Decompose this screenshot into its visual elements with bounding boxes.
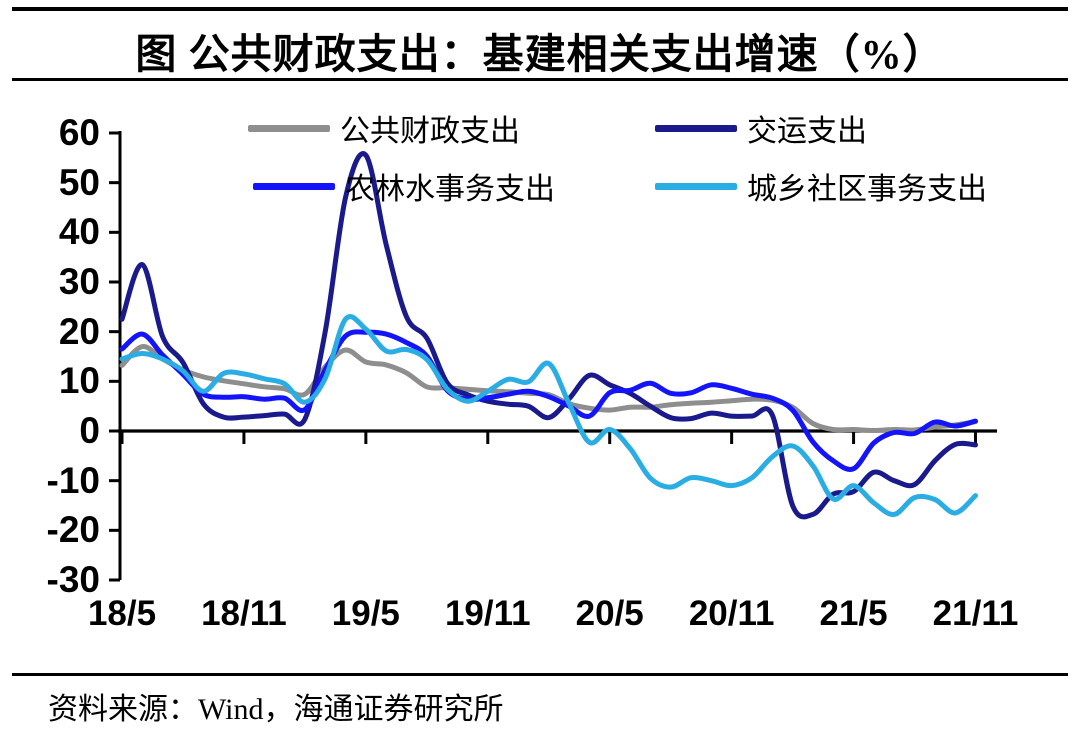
x-axis-tick-label: 19/5 xyxy=(331,594,400,633)
y-axis-tick-label: 0 xyxy=(79,410,100,451)
x-axis-tick-label: 18/11 xyxy=(201,594,287,633)
legend-label: 公共财政支出 xyxy=(340,115,520,148)
x-axis-tick-label: 20/5 xyxy=(575,594,644,633)
y-axis-tick-label: -20 xyxy=(46,509,100,551)
chart-title: 图 公共财政支出：基建相关支出增速（%） xyxy=(135,31,945,77)
y-axis-tick-label: 60 xyxy=(58,111,100,153)
y-axis-tick-label: -10 xyxy=(46,459,100,501)
series-line-public-fiscal-expenditure xyxy=(119,344,978,433)
top-divider xyxy=(12,7,1068,11)
y-axis-tick-label: 50 xyxy=(58,161,100,203)
x-axis-tick-label: 21/5 xyxy=(819,594,888,633)
footer-divider xyxy=(12,673,1068,676)
legend-label: 交运支出 xyxy=(747,115,867,148)
legend-item-transport-expenditure: 交运支出 xyxy=(655,108,867,148)
legend-swatch-cyan xyxy=(655,182,737,190)
y-axis-tick-label: 10 xyxy=(58,360,100,402)
series-line-urban-rural-community-expenditure xyxy=(119,314,978,517)
legend-swatch-blue xyxy=(253,182,335,190)
legend-label: 农林水事务支出 xyxy=(345,173,555,206)
legend-item-public-fiscal-expenditure: 公共财政支出 xyxy=(248,108,520,148)
legend-label: 城乡社区事务支出 xyxy=(747,173,987,206)
legend-item-agri-forestry-water-expenditure: 农林水事务支出 xyxy=(253,166,555,206)
data-source-note: 资料来源：Wind，海通证券研究所 xyxy=(48,693,504,726)
y-axis-tick-label: 20 xyxy=(58,310,100,352)
legend-item-urban-rural-community-expenditure: 城乡社区事务支出 xyxy=(655,166,987,206)
legend-swatch-navy xyxy=(655,124,737,132)
y-axis-tick-label: 40 xyxy=(58,211,100,253)
y-axis-tick-label: -30 xyxy=(46,559,100,600)
series-line-transport-expenditure xyxy=(119,151,978,520)
series-line-agri-forestry-water-expenditure xyxy=(119,329,978,472)
legend-swatch-gray xyxy=(248,124,330,132)
x-axis-tick-label: 18/5 xyxy=(87,594,157,633)
x-axis-tick-label: 19/11 xyxy=(444,594,531,633)
x-axis-tick-label: 20/11 xyxy=(688,594,775,633)
title-divider xyxy=(12,78,1068,81)
y-axis-tick-label: 30 xyxy=(58,260,100,302)
x-axis-tick-label: 21/11 xyxy=(932,594,1019,633)
